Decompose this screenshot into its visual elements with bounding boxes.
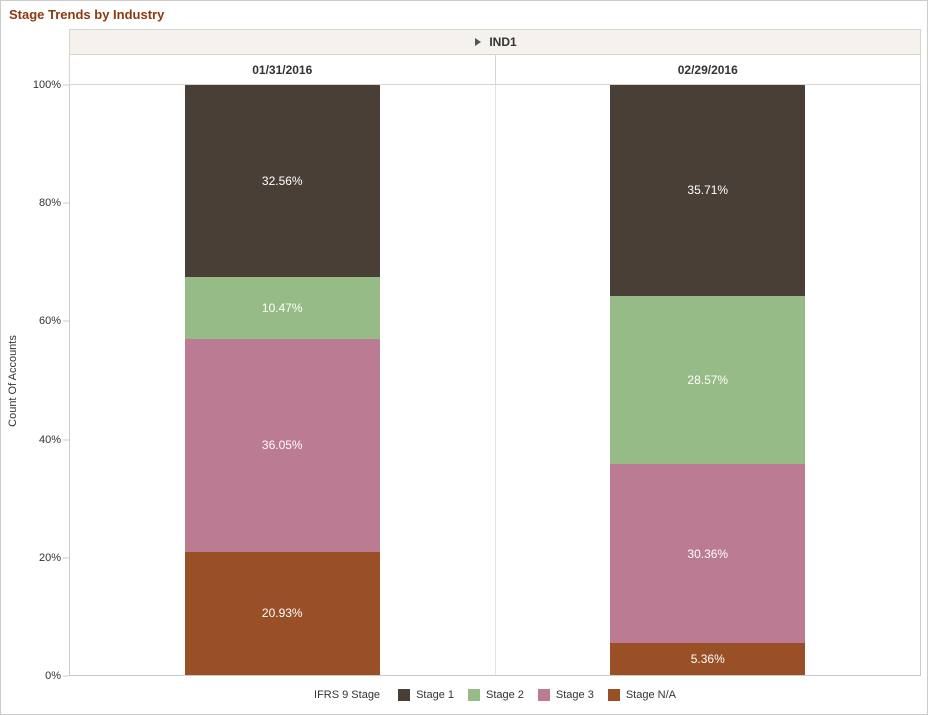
bar-columns: 32.56%10.47%36.05%20.93% 35.71%28.57%30.3… — [70, 85, 920, 675]
legend-label: Stage N/A — [626, 689, 676, 701]
bar-column: 32.56%10.47%36.05%20.93% — [70, 85, 495, 675]
legend-swatch — [608, 689, 620, 701]
bar-segment[interactable]: 36.05% — [185, 339, 380, 552]
bar-column: 35.71%28.57%30.36%5.36% — [495, 85, 921, 675]
bar-segment[interactable]: 5.36% — [610, 643, 805, 675]
chart-panel: Stage Trends by Industry IND1 01/31/2016… — [0, 0, 928, 715]
legend-item[interactable]: Stage 3 — [538, 689, 594, 701]
expand-icon[interactable] — [473, 37, 483, 47]
plot-area: 32.56%10.47%36.05%20.93% 35.71%28.57%30.3… — [69, 85, 921, 676]
legend: IFRS 9 Stage Stage 1 Stage 2 Stage 3 Stage … — [69, 684, 921, 706]
bar-segment[interactable]: 10.47% — [185, 277, 380, 339]
legend-label: Stage 3 — [556, 689, 594, 701]
column-group-header[interactable]: IND1 — [69, 29, 921, 55]
y-axis-ticks: 0%20%40%60%80%100% — [1, 85, 69, 676]
legend-item[interactable]: Stage 1 — [398, 689, 454, 701]
chart-title: Stage Trends by Industry — [9, 7, 164, 22]
column-group-label: IND1 — [489, 35, 516, 49]
bar-segment[interactable]: 28.57% — [610, 296, 805, 465]
y-tick-label: 60% — [39, 315, 61, 327]
y-tick-label: 40% — [39, 434, 61, 446]
column-headers: 01/31/2016 02/29/2016 — [69, 55, 921, 85]
legend-swatch — [468, 689, 480, 701]
column-header[interactable]: 02/29/2016 — [496, 55, 922, 85]
stacked-bar[interactable]: 35.71%28.57%30.36%5.36% — [610, 85, 805, 675]
bar-segment[interactable]: 20.93% — [185, 552, 380, 675]
y-tick-label: 0% — [45, 670, 61, 682]
legend-item[interactable]: Stage N/A — [608, 689, 676, 701]
stacked-bar[interactable]: 32.56%10.47%36.05%20.93% — [185, 85, 380, 675]
bar-segment[interactable]: 32.56% — [185, 85, 380, 277]
y-tick-label: 100% — [33, 79, 61, 91]
legend-label: Stage 1 — [416, 689, 454, 701]
y-tick-label: 20% — [39, 552, 61, 564]
legend-label: Stage 2 — [486, 689, 524, 701]
bar-segment[interactable]: 30.36% — [610, 464, 805, 643]
legend-title: IFRS 9 Stage — [314, 689, 380, 701]
column-header[interactable]: 01/31/2016 — [69, 55, 496, 85]
legend-swatch — [538, 689, 550, 701]
legend-swatch — [398, 689, 410, 701]
bar-segment[interactable]: 35.71% — [610, 85, 805, 296]
legend-item[interactable]: Stage 2 — [468, 689, 524, 701]
y-tick-label: 80% — [39, 197, 61, 209]
